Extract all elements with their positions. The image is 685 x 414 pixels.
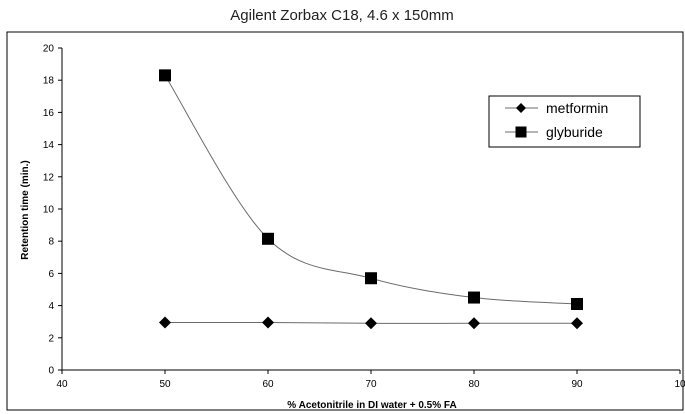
plot-area: 0 2 4 6 8 10 12 14 16 18 20 40 50 60 70 80 90 10 (43, 44, 685, 391)
y-tick-label: 16 (43, 108, 55, 119)
y-tick-label: 8 (48, 237, 54, 248)
y-tick-label: 2 (48, 333, 54, 344)
legend-label-metformin: metformin (546, 100, 608, 116)
y-tick-label: 6 (48, 269, 54, 280)
y-tick-label: 12 (43, 172, 55, 183)
metformin-point (262, 316, 274, 329)
y-tick-label: 14 (43, 140, 55, 151)
y-tick-label: 0 (48, 366, 54, 377)
y-tick-label: 18 (43, 76, 55, 87)
chart-title: Agilent Zorbax C18, 4.6 x 150mm (230, 7, 453, 24)
chart-frame (6, 31, 684, 411)
metformin-point (571, 317, 583, 330)
x-tick-label: 70 (365, 379, 377, 390)
metformin-point (365, 317, 377, 330)
legend-marker-glyburide (515, 126, 527, 138)
x-axis-label: % Acetonitrile in DI water + 0.5% FA (287, 400, 456, 411)
y-tick-label: 4 (48, 301, 54, 312)
x-tick-label: 80 (468, 379, 480, 390)
x-tick-label: 90 (571, 379, 583, 390)
y-tick-label: 10 (43, 205, 55, 216)
y-axis-label: Retention time (min.) (20, 160, 31, 259)
x-tick-label: 10 (674, 379, 685, 390)
legend-box (488, 95, 641, 148)
x-tick-label: 40 (56, 379, 68, 390)
glyburide-point (159, 69, 171, 82)
y-tick-label: 20 (43, 44, 55, 55)
glyburide-point (571, 297, 583, 310)
glyburide-point (365, 272, 377, 285)
metformin-point (159, 316, 171, 329)
legend: metformin glyburide (488, 95, 641, 148)
metformin-point (468, 317, 480, 330)
glyburide-point (468, 291, 480, 304)
legend-marker-metformin (516, 103, 526, 113)
x-tick-label: 50 (159, 379, 171, 390)
x-tick-label: 60 (262, 379, 274, 390)
legend-label-glyburide: glyburide (546, 124, 603, 140)
glyburide-point (262, 232, 274, 245)
